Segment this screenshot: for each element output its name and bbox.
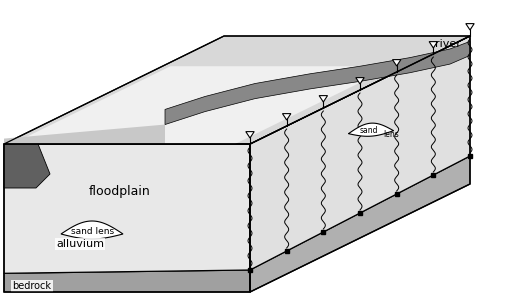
Polygon shape (250, 36, 470, 270)
Bar (468, 154, 472, 158)
Text: lens: lens (383, 130, 399, 139)
Polygon shape (246, 132, 254, 138)
Bar (285, 249, 289, 253)
Polygon shape (319, 96, 328, 102)
Text: alluvium: alluvium (56, 239, 104, 249)
Text: bedrock: bedrock (13, 281, 51, 291)
Bar (431, 173, 435, 177)
Polygon shape (4, 36, 470, 144)
Polygon shape (250, 156, 470, 292)
Polygon shape (165, 41, 470, 125)
Polygon shape (356, 78, 364, 84)
Polygon shape (12, 66, 394, 144)
Polygon shape (4, 110, 165, 144)
Polygon shape (61, 221, 123, 239)
Polygon shape (429, 42, 438, 48)
Polygon shape (4, 270, 250, 292)
Bar (248, 268, 252, 272)
Text: sand lens: sand lens (71, 227, 115, 236)
Polygon shape (4, 144, 50, 188)
Text: sand: sand (360, 126, 378, 135)
Text: river: river (435, 39, 461, 49)
Text: floodplain: floodplain (89, 184, 151, 197)
Polygon shape (348, 123, 394, 136)
Polygon shape (466, 24, 474, 30)
Polygon shape (4, 144, 250, 273)
Polygon shape (282, 114, 291, 120)
Polygon shape (392, 59, 401, 66)
Bar (395, 192, 399, 196)
Bar (321, 230, 325, 234)
Bar (358, 211, 362, 215)
